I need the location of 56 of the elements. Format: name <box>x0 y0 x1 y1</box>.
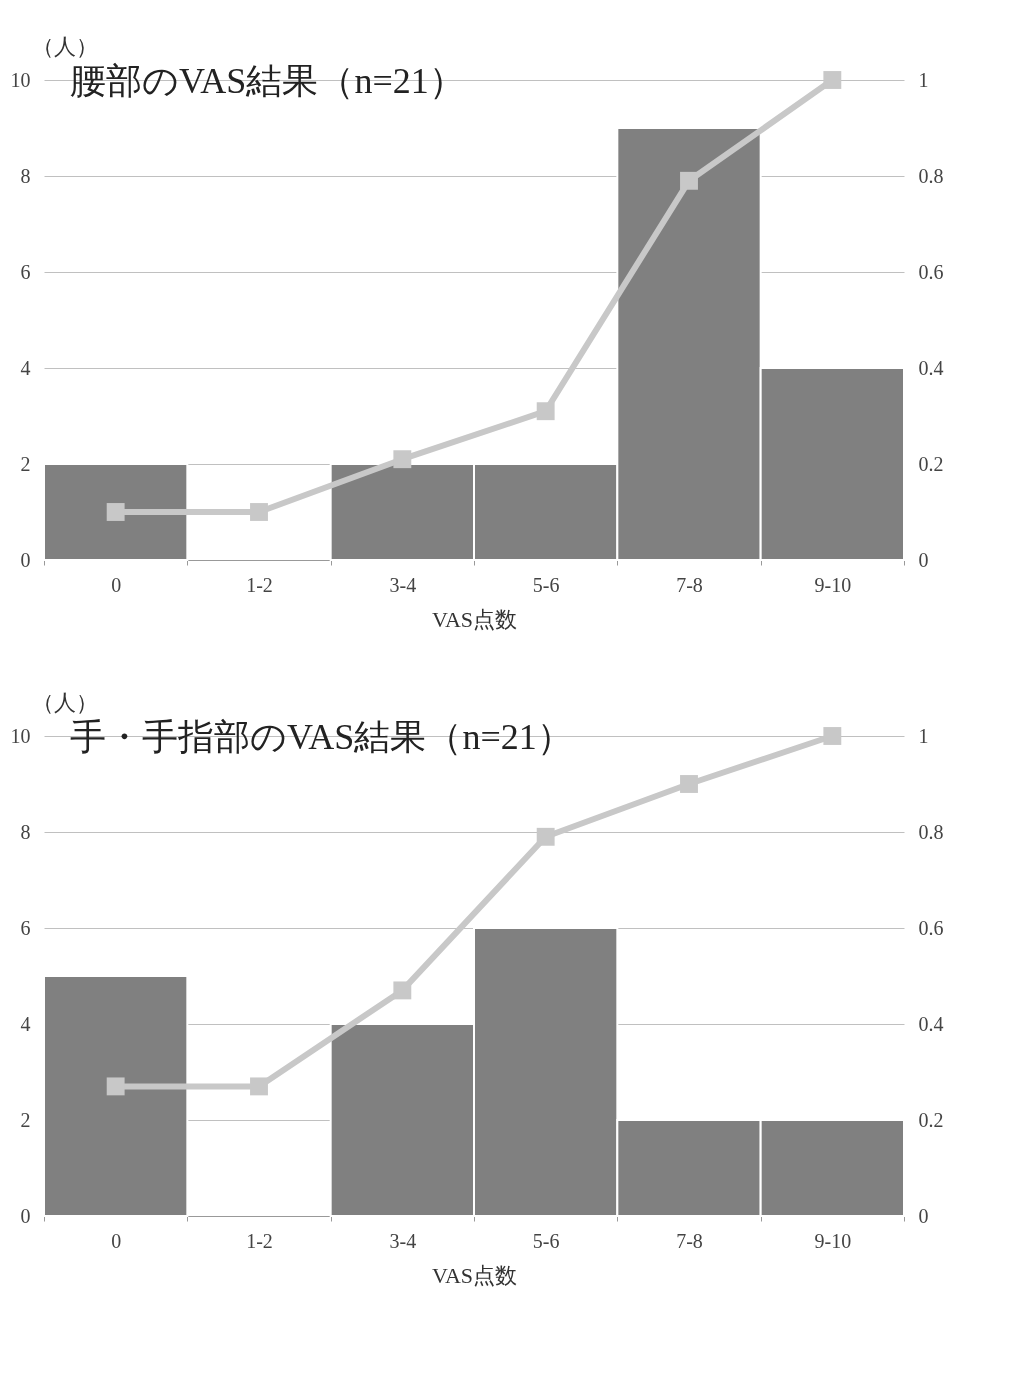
x-axis-title: VAS点数 <box>431 1262 518 1288</box>
y-tick-label: 4 <box>20 356 31 379</box>
y2-tick-label: 0 <box>918 548 929 571</box>
x-tick-label: 7-8 <box>676 1229 703 1252</box>
y-tick-label: 8 <box>20 820 31 843</box>
point <box>106 503 125 521</box>
y-tick-label: 2 <box>20 452 31 475</box>
y-axis-title: （人） <box>31 33 98 59</box>
point <box>536 827 555 846</box>
y-tick-label: 6 <box>20 916 31 939</box>
x-tick-label: 7-8 <box>676 573 703 596</box>
point <box>680 171 698 190</box>
x-axis-title: VAS点数 <box>431 606 518 632</box>
x-tick-label: 5-6 <box>532 1229 560 1252</box>
y-tick-label: 0 <box>20 548 31 571</box>
x-tick-label: 3-4 <box>389 1229 417 1252</box>
point <box>680 775 698 793</box>
y-tick-label: 10 <box>10 68 31 91</box>
y-tick-label: 10 <box>10 724 31 747</box>
y2-tick-label: 0.2 <box>918 1108 944 1131</box>
point <box>250 1077 268 1096</box>
x-tick-label: 3-4 <box>389 573 417 596</box>
y-axis-title: （人） <box>31 689 98 715</box>
x-tick-label: 0 <box>111 1229 122 1252</box>
x-tick-label: 9-10 <box>814 573 852 596</box>
y-tick-label: 4 <box>20 1012 31 1035</box>
point <box>106 1077 125 1096</box>
y2-tick-label: 0.4 <box>918 356 944 379</box>
bar <box>43 975 189 1217</box>
point <box>393 981 412 1000</box>
y2-tick-label: 0.6 <box>918 916 944 939</box>
point <box>823 727 842 745</box>
point <box>536 402 555 421</box>
y-tick-label: 2 <box>20 1108 31 1131</box>
y2-tick-label: 0.4 <box>918 1012 944 1035</box>
y2-tick-label: 1 <box>918 724 929 747</box>
chart-title: 腰部のVAS結果（n=21） <box>70 61 465 101</box>
point <box>393 450 412 469</box>
y2-tick-label: 0 <box>918 1204 929 1227</box>
x-tick-label: 5-6 <box>532 573 560 596</box>
y2-tick-label: 0.8 <box>918 164 944 187</box>
y2-tick-label: 0.6 <box>918 260 944 283</box>
bar <box>43 463 189 561</box>
x-tick-label: 9-10 <box>814 1229 852 1252</box>
chart-title: 手・手指部のVAS結果（n=21） <box>70 717 573 757</box>
point <box>250 503 268 521</box>
point <box>823 71 842 89</box>
x-tick-label: 1-2 <box>246 1229 273 1252</box>
y2-tick-label: 0.2 <box>918 452 944 475</box>
y2-tick-label: 1 <box>918 68 929 91</box>
x-tick-label: 1-2 <box>246 573 273 596</box>
y-tick-label: 0 <box>20 1204 31 1227</box>
y-tick-label: 8 <box>20 164 31 187</box>
y-tick-label: 6 <box>20 260 31 283</box>
y2-tick-label: 0.8 <box>918 820 944 843</box>
x-tick-label: 0 <box>111 573 122 596</box>
